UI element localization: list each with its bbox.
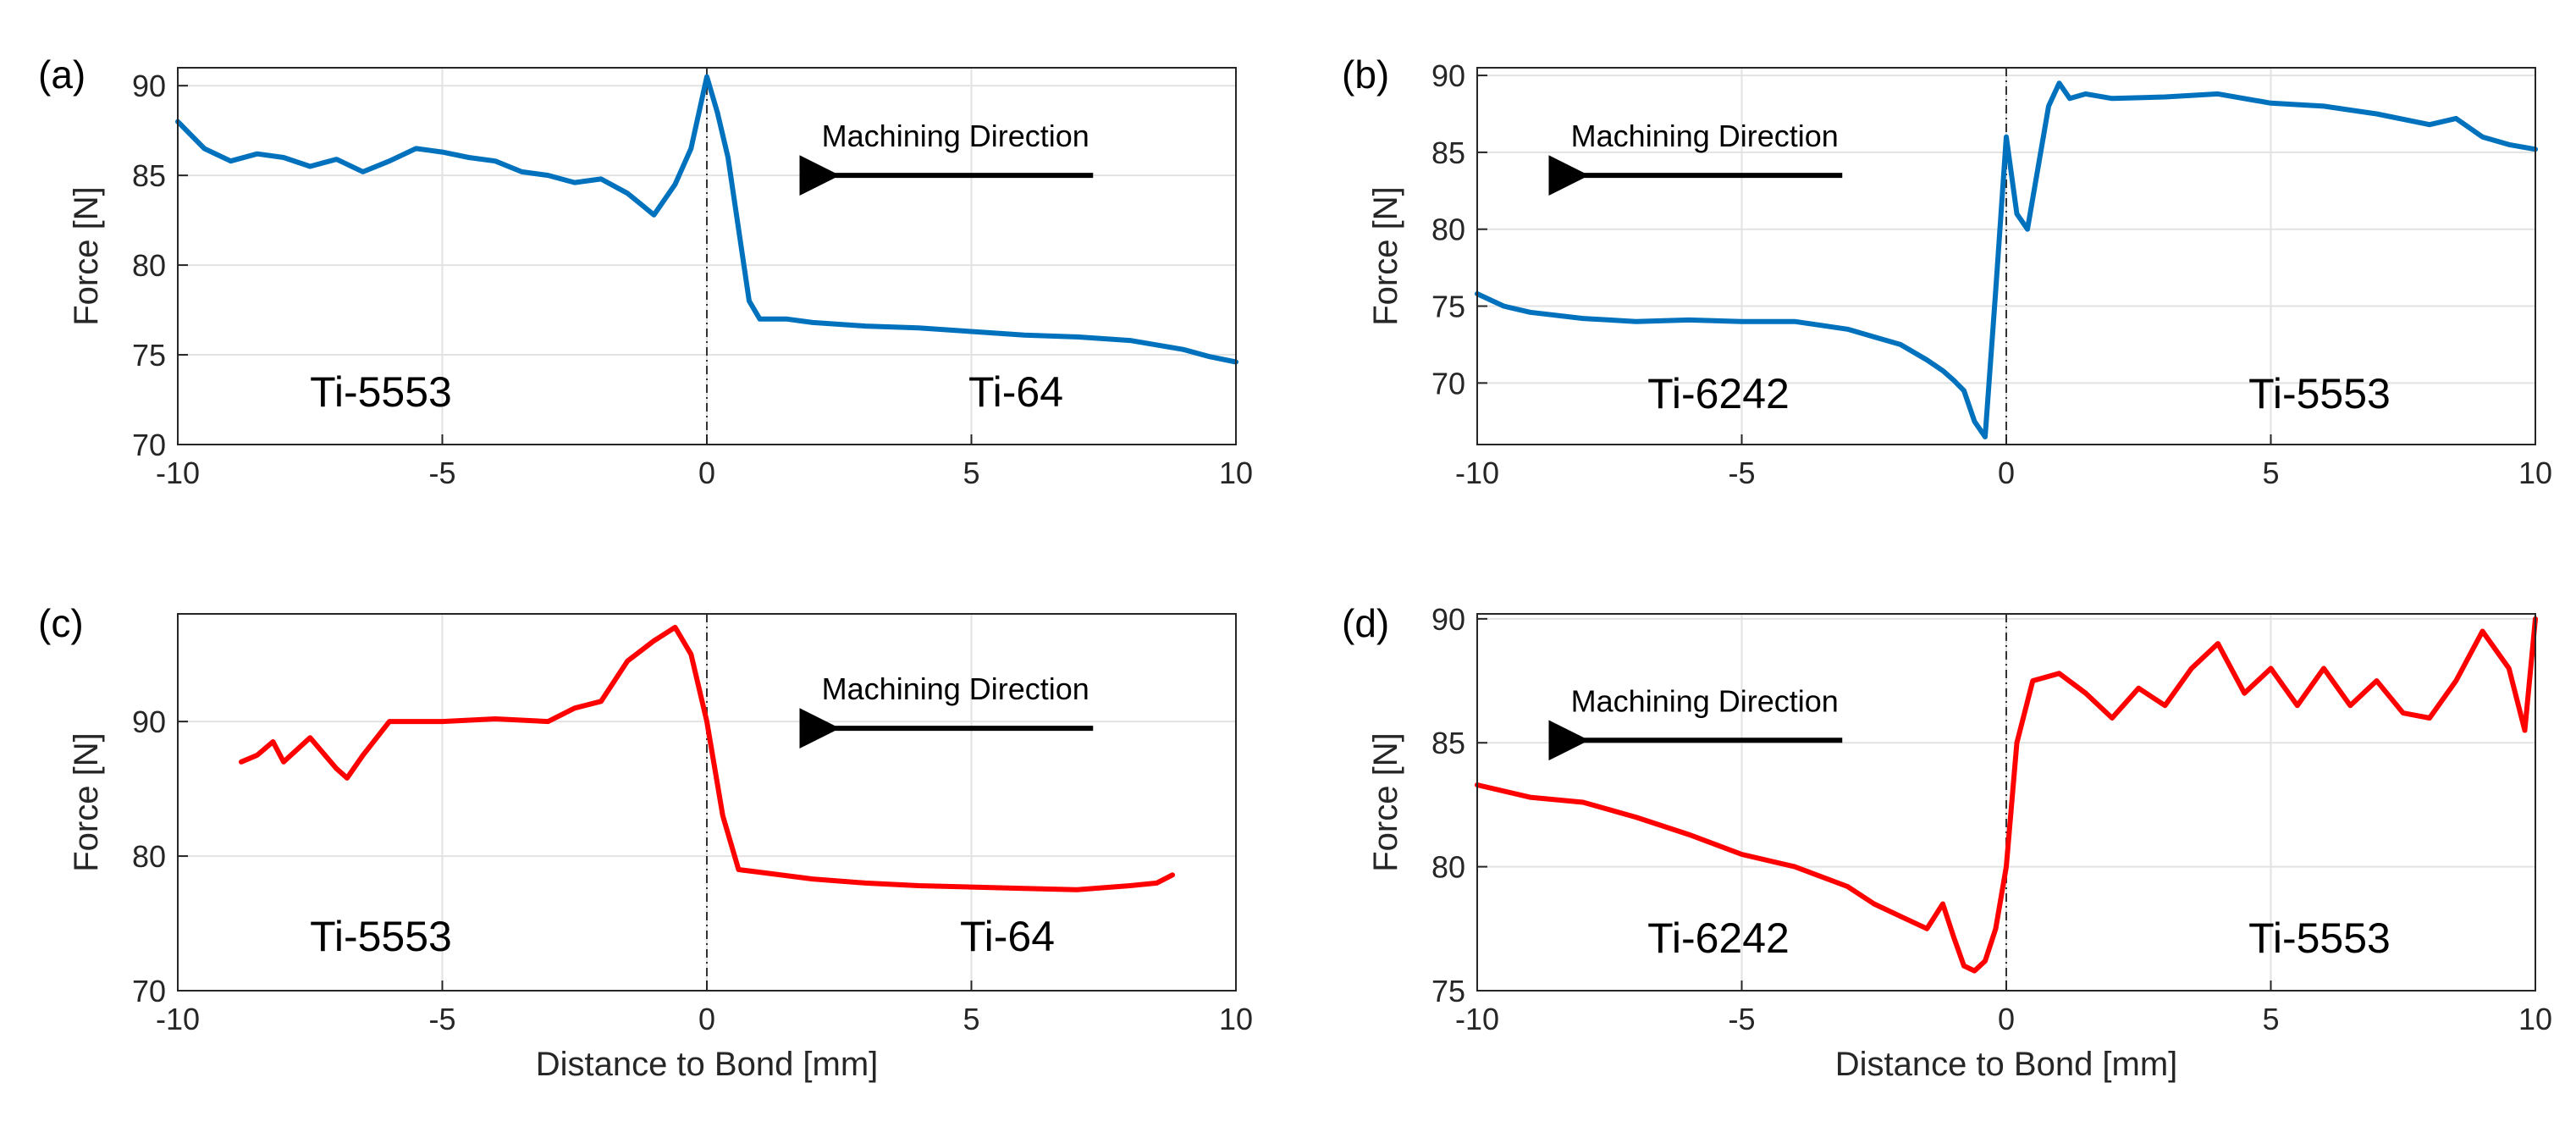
force-series-line xyxy=(1475,80,2538,439)
y-tick-label: 70 xyxy=(132,974,166,1008)
x-axis-label: Distance to Bond [mm] xyxy=(536,1046,879,1083)
y-tick-label: 75 xyxy=(1431,290,1465,324)
y-tick-label: 85 xyxy=(1431,726,1465,760)
x-tick-label: -5 xyxy=(1728,456,1755,490)
y-tick-label: 90 xyxy=(132,704,166,739)
panel-label: (c) xyxy=(38,601,84,645)
x-tick-label: -5 xyxy=(428,456,455,490)
x-tick-label: 0 xyxy=(698,1002,715,1036)
x-tick-label: 5 xyxy=(2262,1002,2279,1036)
y-tick-label: 90 xyxy=(1431,58,1465,93)
x-tick-label: -5 xyxy=(1728,1002,1755,1036)
y-axis-label: Force [N] xyxy=(68,186,105,325)
force-series-line xyxy=(1475,616,2538,974)
material-right-label: Ti-5553 xyxy=(2248,914,2391,962)
panel-b: -10 -5 0 5 10 70 75 80 85 90 Force [N] (b) Ti-6242 Ti… xyxy=(1342,52,2552,490)
y-tick-label: 85 xyxy=(1431,135,1465,170)
y-tick-label: 70 xyxy=(132,428,166,462)
x-tick-label: 0 xyxy=(698,456,715,490)
x-tick-label: -10 xyxy=(1455,1002,1499,1036)
material-left-label: Ti-6242 xyxy=(1647,914,1790,962)
x-tick-label: 5 xyxy=(963,456,979,490)
x-tick-label: 10 xyxy=(1219,1002,1253,1036)
y-axis-label: Force [N] xyxy=(1367,732,1404,871)
x-tick-label: 5 xyxy=(963,1002,979,1036)
x-tick-label: -10 xyxy=(1455,456,1499,490)
x-tick-label: 10 xyxy=(2518,456,2552,490)
material-right-label: Ti-64 xyxy=(960,913,1055,960)
material-left-label: Ti-5553 xyxy=(310,913,452,960)
material-left-label: Ti-6242 xyxy=(1647,370,1790,417)
x-tick-label: 0 xyxy=(1998,1002,2015,1036)
y-tick-label: 75 xyxy=(132,338,166,373)
material-right-label: Ti-5553 xyxy=(2248,370,2391,417)
y-tick-label: 75 xyxy=(1431,974,1465,1008)
y-tick-label: 80 xyxy=(132,248,166,283)
material-right-label: Ti-64 xyxy=(968,368,1063,416)
y-tick-label: 80 xyxy=(1431,213,1465,247)
panel-d: -10 -5 0 5 10 75 80 85 90 Force [N] Distance to Bo… xyxy=(1342,601,2552,1083)
machining-direction-label: Machining Direction xyxy=(822,119,1089,153)
panel-a: -10 -5 0 5 10 70 75 80 85 90 Force [N] (a) Ti-5553 Ti… xyxy=(38,52,1253,490)
panel-c: -10 -5 0 5 10 70 80 90 Force [N] Distance to Bond… xyxy=(38,601,1253,1083)
x-tick-label: 5 xyxy=(2262,456,2279,490)
y-tick-label: 70 xyxy=(1431,366,1465,401)
material-left-label: Ti-5553 xyxy=(310,368,452,416)
force-series-line xyxy=(175,74,1238,365)
machining-direction-label: Machining Direction xyxy=(1571,119,1839,153)
x-tick-label: 10 xyxy=(2518,1002,2552,1036)
x-axis-label: Distance to Bond [mm] xyxy=(1835,1046,2178,1083)
y-axis-label: Force [N] xyxy=(68,732,105,871)
x-tick-label: -10 xyxy=(156,1002,200,1036)
y-tick-label: 80 xyxy=(1431,850,1465,885)
y-tick-label: 90 xyxy=(1431,602,1465,637)
panel-label: (d) xyxy=(1342,601,1389,645)
x-tick-label: 10 xyxy=(1219,456,1253,490)
machining-direction-label: Machining Direction xyxy=(1571,683,1839,718)
y-tick-label: 80 xyxy=(132,839,166,874)
force-series-line xyxy=(239,624,1175,892)
x-tick-label: -5 xyxy=(428,1002,455,1036)
panel-label: (a) xyxy=(38,52,85,97)
panel-label: (b) xyxy=(1342,52,1389,97)
machining-direction-label: Machining Direction xyxy=(822,671,1089,706)
y-tick-label: 90 xyxy=(132,69,166,103)
x-tick-label: -10 xyxy=(156,456,200,490)
y-axis-label: Force [N] xyxy=(1367,186,1404,325)
x-tick-label: 0 xyxy=(1998,456,2015,490)
y-tick-label: 85 xyxy=(132,158,166,193)
